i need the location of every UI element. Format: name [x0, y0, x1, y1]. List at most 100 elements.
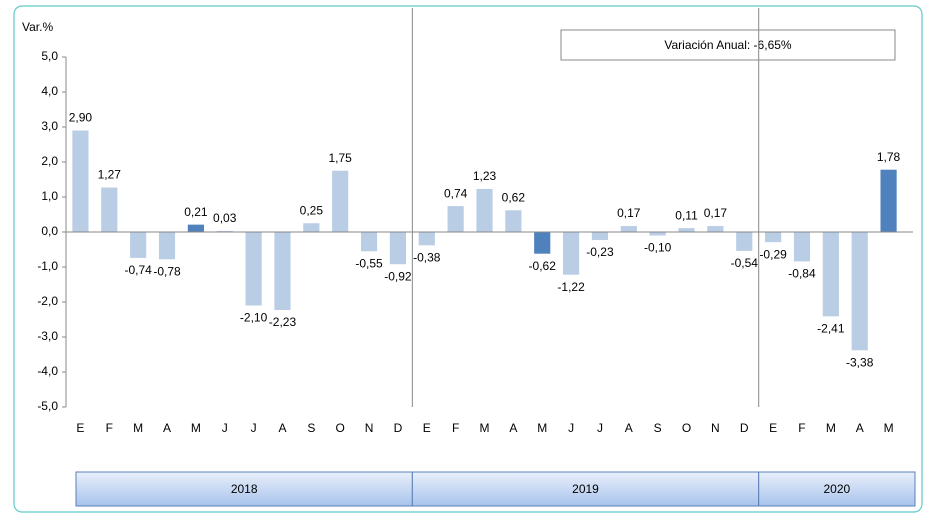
- value-label: -0,84: [788, 267, 816, 281]
- x-tick-label: M: [191, 421, 201, 435]
- x-tick-label: O: [682, 421, 691, 435]
- x-tick-label: M: [133, 421, 143, 435]
- value-label: -0,23: [586, 245, 614, 259]
- value-label: -3,38: [846, 355, 874, 369]
- x-tick-label: N: [711, 421, 720, 435]
- annotation-box: [560, 29, 896, 61]
- bar: [389, 232, 406, 265]
- value-label: 0,03: [213, 211, 237, 225]
- value-label: 0,74: [444, 186, 468, 200]
- bar: [72, 130, 89, 232]
- value-label: 0,62: [502, 190, 526, 204]
- bar: [360, 232, 378, 252]
- bar: [187, 224, 204, 232]
- bar: [707, 226, 724, 232]
- annotation: Variación Anual: -6,65%: [664, 38, 792, 52]
- bar: [158, 232, 176, 260]
- value-label: 1,27: [98, 168, 122, 182]
- bar: [678, 228, 695, 232]
- bar: [591, 232, 609, 241]
- x-tick-label: J: [597, 421, 603, 435]
- y-tick-label: 4,0: [41, 84, 58, 98]
- bar: [793, 232, 811, 262]
- x-tick-label: A: [625, 421, 633, 435]
- bar: [101, 187, 118, 232]
- bar: [245, 232, 262, 306]
- x-tick-label: J: [251, 421, 257, 435]
- bar: [505, 210, 522, 232]
- year-box: [411, 471, 760, 507]
- bar: [851, 232, 868, 351]
- bar: [880, 169, 897, 232]
- y-tick-label: -2,0: [37, 294, 58, 308]
- x-tick-label: M: [884, 421, 894, 435]
- x-tick-label: A: [163, 421, 171, 435]
- y-tick-label: 0,0: [41, 224, 58, 238]
- value-label: -0,54: [731, 256, 759, 270]
- y-tick-label: 2,0: [41, 154, 58, 168]
- x-tick-label: E: [423, 421, 431, 435]
- bar: [822, 232, 839, 317]
- y-axis-label: Var.%: [22, 20, 53, 34]
- value-label: -2,10: [240, 311, 268, 325]
- value-label: 0,11: [675, 208, 698, 222]
- year-label: 2019: [572, 482, 599, 496]
- y-tick-label: 3,0: [41, 119, 58, 133]
- value-label: 1,78: [877, 150, 901, 164]
- x-tick-label: E: [76, 421, 84, 435]
- value-label: 2,90: [69, 111, 93, 125]
- value-label: 1,75: [329, 151, 353, 165]
- bar: [563, 232, 580, 275]
- x-tick-label: F: [106, 421, 113, 435]
- value-label: 0,25: [300, 203, 324, 217]
- x-tick-label: M: [826, 421, 836, 435]
- value-label: -0,74: [124, 263, 152, 277]
- x-tick-label: J: [568, 421, 574, 435]
- bar: [130, 232, 147, 258]
- value-label: -0,29: [759, 247, 787, 261]
- bar: [476, 188, 493, 232]
- bar: [649, 232, 666, 236]
- x-tick-label: E: [769, 421, 777, 435]
- bar: [765, 232, 782, 243]
- x-tick-label: S: [307, 421, 315, 435]
- x-tick-label: D: [394, 421, 403, 435]
- value-label: -2,23: [269, 315, 297, 329]
- value-label: -0,62: [529, 259, 557, 273]
- year-box: [75, 471, 413, 507]
- bar: [736, 232, 753, 251]
- y-tick-label: -5,0: [37, 399, 58, 413]
- y-tick-label: -3,0: [37, 329, 58, 343]
- x-tick-label: A: [856, 421, 864, 435]
- value-label: -0,78: [153, 264, 181, 278]
- x-tick-label: O: [336, 421, 345, 435]
- x-tick-label: F: [798, 421, 805, 435]
- x-tick-label: M: [480, 421, 490, 435]
- bar: [216, 230, 233, 232]
- bar: [332, 170, 349, 232]
- year-box: [758, 471, 916, 507]
- value-label: -0,10: [644, 241, 672, 255]
- x-tick-label: M: [537, 421, 547, 435]
- frame: [13, 5, 923, 513]
- x-tick-label: S: [654, 421, 662, 435]
- value-label: -2,41: [817, 322, 845, 336]
- y-tick-label: -1,0: [37, 259, 58, 273]
- y-tick-label: 1,0: [41, 189, 58, 203]
- value-label: 0,17: [704, 206, 728, 220]
- value-label: 0,17: [617, 206, 641, 220]
- x-tick-label: A: [509, 421, 517, 435]
- value-label: 0,21: [184, 205, 208, 219]
- bar: [303, 223, 320, 232]
- x-tick-label: N: [365, 421, 374, 435]
- year-label: 2020: [823, 482, 850, 496]
- x-tick-label: A: [278, 421, 286, 435]
- x-tick-label: D: [740, 421, 749, 435]
- value-label: -0,55: [355, 256, 383, 270]
- value-label: -0,38: [413, 250, 441, 264]
- value-label: -0,92: [384, 269, 412, 283]
- bar: [418, 232, 435, 246]
- x-tick-label: F: [452, 421, 459, 435]
- value-label: -1,22: [557, 280, 585, 294]
